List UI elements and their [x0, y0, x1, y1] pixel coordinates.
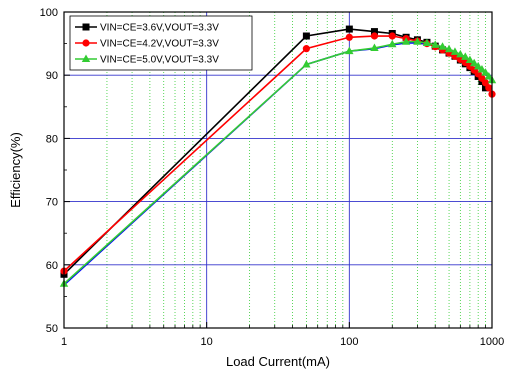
- y-tick-label: 50: [46, 323, 58, 335]
- data-point: [388, 39, 397, 48]
- y-axis-label: Efficiency(%): [8, 132, 23, 208]
- data-point: [388, 32, 396, 40]
- x-tick-label: 10: [201, 336, 213, 348]
- legend-label: VIN=CE=3.6V,VOUT=3.3V: [100, 23, 219, 34]
- data-point: [485, 84, 493, 92]
- data-point: [431, 40, 440, 48]
- x-tick-label: 100: [340, 336, 358, 348]
- x-tick-label: 1: [61, 336, 67, 348]
- data-point: [302, 32, 310, 40]
- y-tick-label: 60: [46, 260, 58, 272]
- y-tick-label: 70: [46, 197, 58, 209]
- tick-layer: 1 10 100 1000 50 60 70 80 90 100: [40, 7, 505, 348]
- data-point: [469, 58, 479, 67]
- legend-box: [69, 15, 253, 71]
- data-point: [302, 45, 310, 53]
- data-point: [401, 37, 411, 45]
- data-point: [461, 52, 470, 60]
- data-point: [481, 79, 490, 87]
- x-axis-label: Load Current(mA): [226, 354, 330, 369]
- data-point: [438, 42, 447, 50]
- data-point: [302, 59, 311, 68]
- y-tick-label: 80: [46, 133, 58, 145]
- data-point: [422, 38, 432, 46]
- data-point: [456, 49, 465, 58]
- data-point: [450, 47, 460, 55]
- data-point: [370, 32, 379, 40]
- data-point: [345, 25, 353, 33]
- series-layer: [59, 25, 497, 287]
- legend-label: VIN=CE=4.2V,VOUT=3.3V: [100, 39, 219, 50]
- data-point: [484, 71, 494, 80]
- data-point: [473, 61, 483, 70]
- data-point: [345, 33, 353, 41]
- data-point: [444, 44, 454, 53]
- y-tick-label: 100: [40, 7, 58, 19]
- data-point: [481, 68, 490, 76]
- data-point: [413, 37, 422, 45]
- legend-marker: [82, 39, 90, 47]
- data-point: [370, 43, 379, 52]
- data-point: [345, 46, 354, 55]
- x-tick-label: 1000: [480, 336, 504, 348]
- data-point: [370, 28, 378, 36]
- series-2: [59, 37, 497, 287]
- legend-marker: [81, 54, 91, 62]
- legend-label: VIN=CE=5.0V,VOUT=3.3V: [100, 55, 219, 66]
- data-point: [477, 65, 487, 73]
- data-point: [465, 55, 475, 64]
- legend-marker: [82, 23, 90, 31]
- legend: VIN=CE=3.6V,VOUT=3.3V VIN=CE=4.2V,VOUT=3.…: [69, 15, 253, 71]
- y-tick-label: 90: [46, 70, 58, 82]
